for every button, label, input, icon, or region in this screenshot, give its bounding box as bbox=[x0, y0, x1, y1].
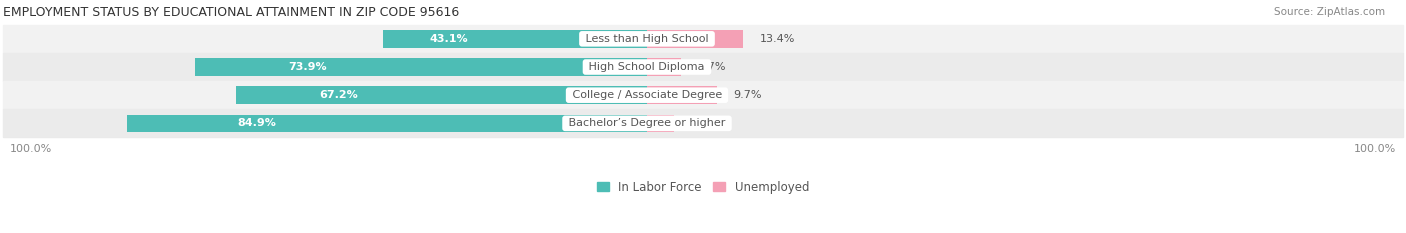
Text: 73.9%: 73.9% bbox=[288, 62, 328, 72]
Text: Source: ZipAtlas.com: Source: ZipAtlas.com bbox=[1274, 7, 1385, 17]
Bar bbox=[384, 30, 647, 48]
Bar bbox=[3, 25, 1403, 53]
Text: 3.7%: 3.7% bbox=[690, 118, 718, 128]
Text: Less than High School: Less than High School bbox=[582, 34, 711, 44]
Text: 9.7%: 9.7% bbox=[734, 90, 762, 100]
Bar bbox=[647, 86, 717, 104]
Bar bbox=[3, 25, 1403, 53]
Text: 67.2%: 67.2% bbox=[319, 90, 359, 100]
Text: 100.0%: 100.0% bbox=[10, 144, 52, 154]
Text: College / Associate Degree: College / Associate Degree bbox=[568, 90, 725, 100]
Text: 84.9%: 84.9% bbox=[238, 118, 277, 128]
Text: 4.7%: 4.7% bbox=[697, 62, 725, 72]
Bar bbox=[647, 115, 673, 132]
Bar bbox=[3, 53, 1403, 81]
Text: EMPLOYMENT STATUS BY EDUCATIONAL ATTAINMENT IN ZIP CODE 95616: EMPLOYMENT STATUS BY EDUCATIONAL ATTAINM… bbox=[3, 6, 458, 19]
Bar bbox=[128, 115, 647, 132]
Legend: In Labor Force, Unemployed: In Labor Force, Unemployed bbox=[598, 181, 808, 194]
Text: High School Diploma: High School Diploma bbox=[585, 62, 709, 72]
Bar bbox=[3, 81, 1403, 109]
Text: 43.1%: 43.1% bbox=[430, 34, 468, 44]
Bar bbox=[3, 81, 1403, 109]
Text: 100.0%: 100.0% bbox=[1354, 144, 1396, 154]
Bar bbox=[647, 30, 744, 48]
Bar bbox=[3, 53, 1403, 81]
Text: Bachelor’s Degree or higher: Bachelor’s Degree or higher bbox=[565, 118, 728, 128]
Bar bbox=[3, 109, 1403, 137]
Bar bbox=[647, 58, 681, 76]
Bar bbox=[194, 58, 647, 76]
Text: 13.4%: 13.4% bbox=[761, 34, 796, 44]
Bar bbox=[3, 109, 1403, 137]
Bar bbox=[236, 86, 647, 104]
